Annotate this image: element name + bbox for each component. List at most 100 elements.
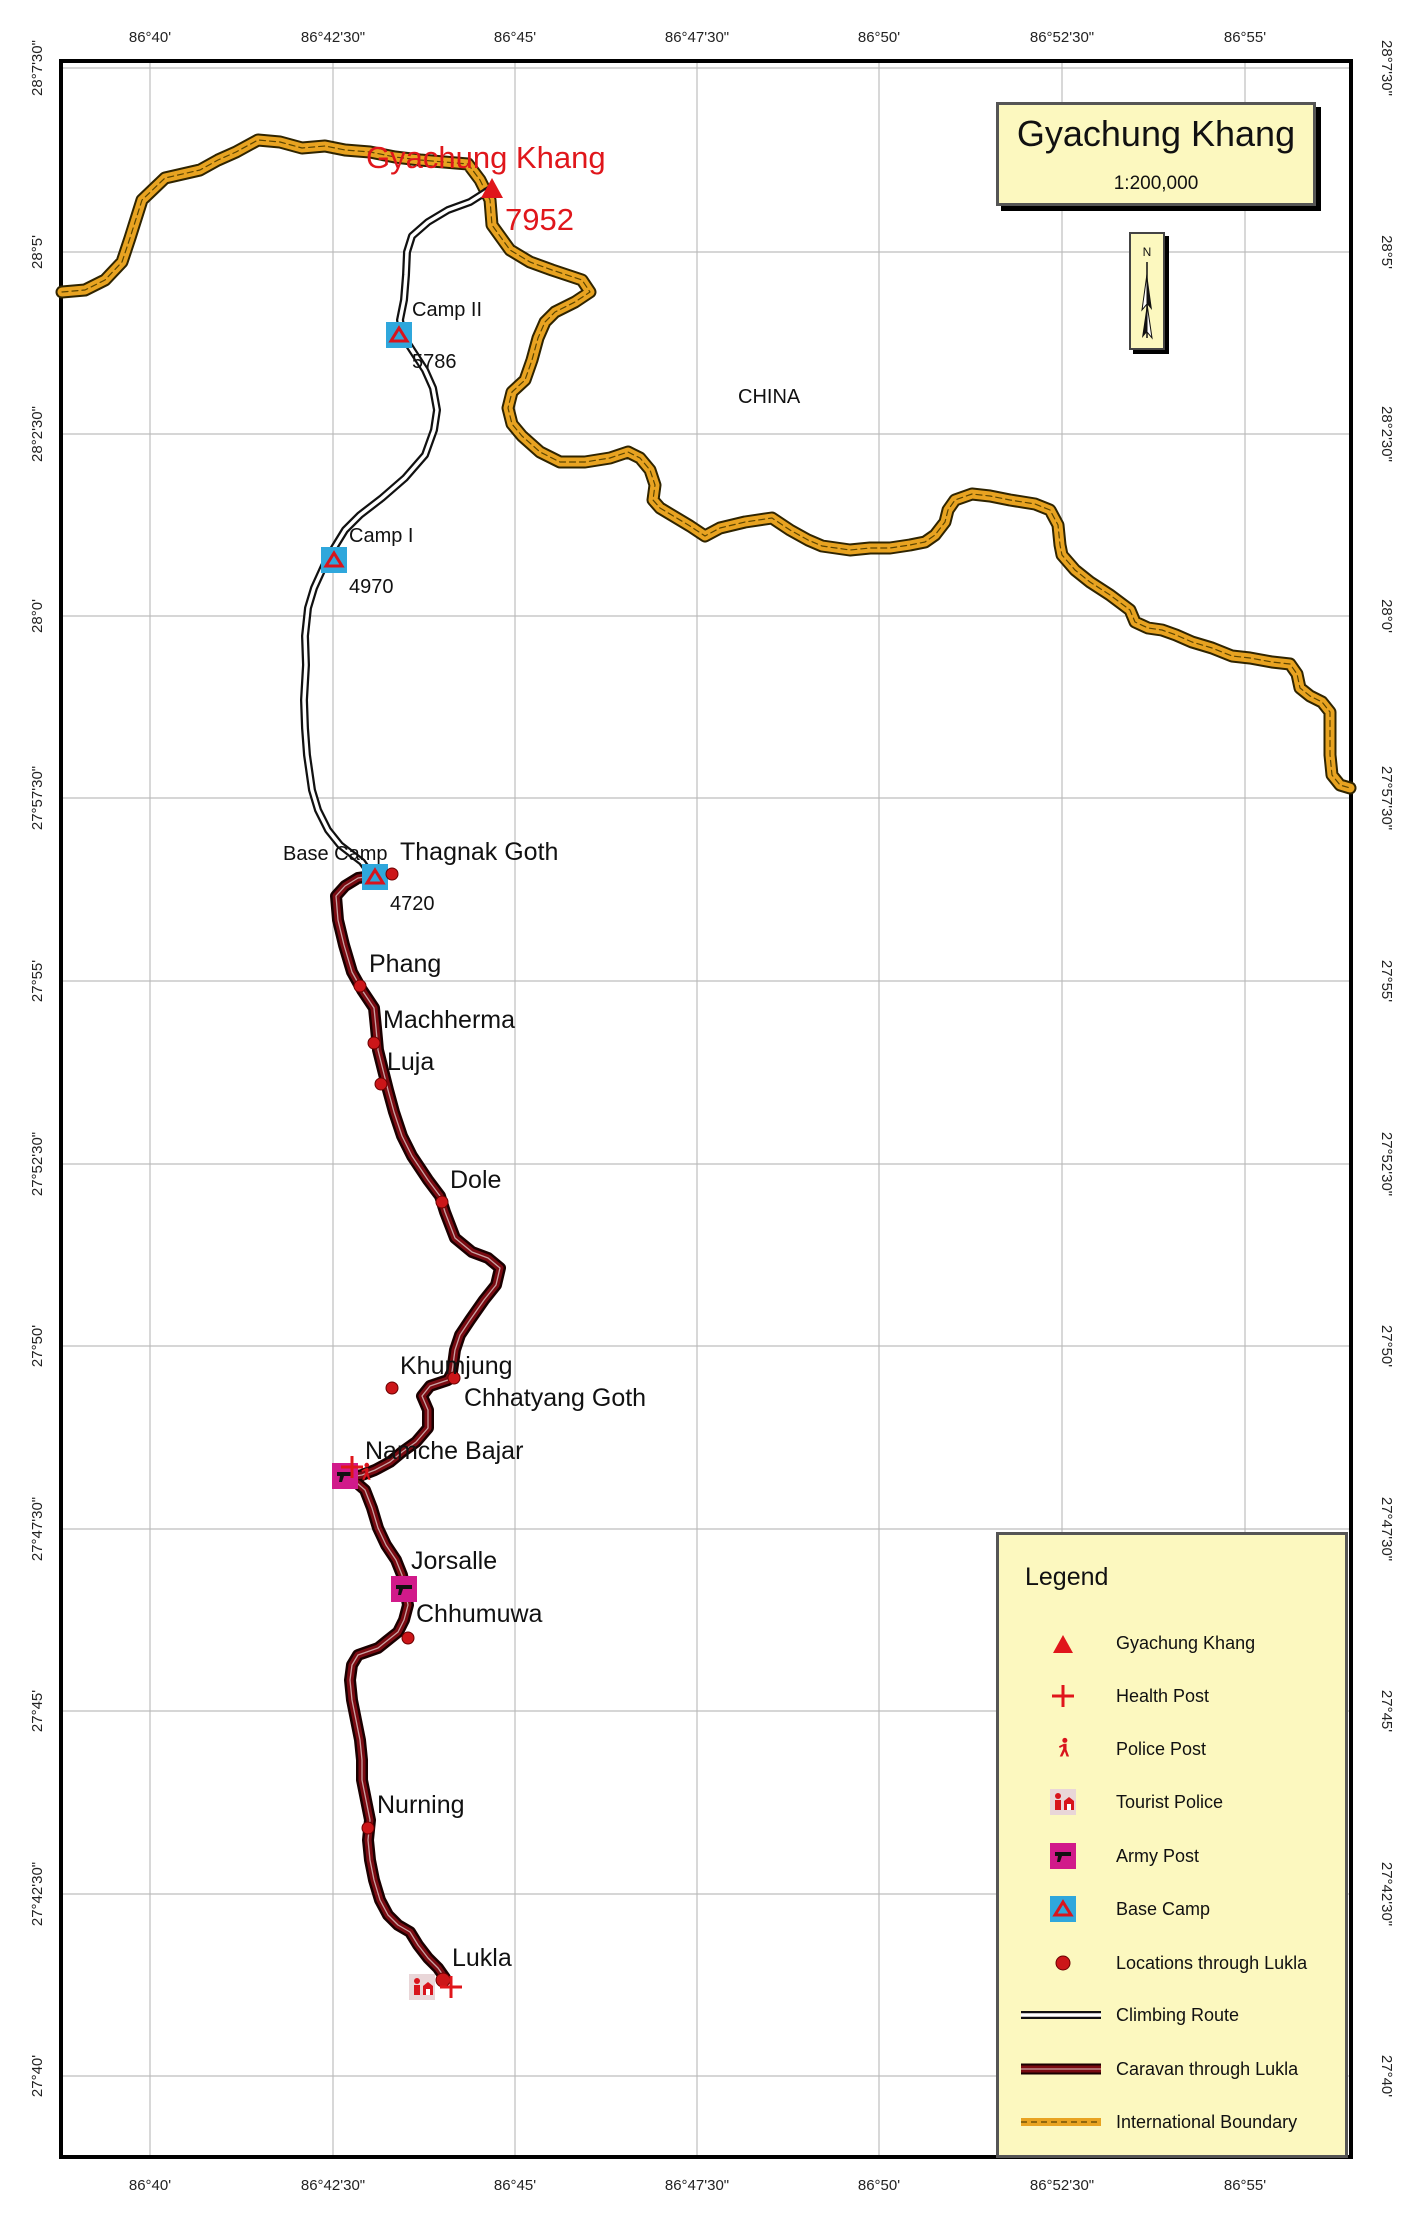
lon-label: 86°50'	[858, 29, 900, 46]
camp-tent-icon	[321, 547, 347, 573]
lat-label: 28°2'30"	[29, 406, 46, 462]
lat-label: 28°2'30"	[1378, 406, 1395, 462]
legend-item: Army Post	[999, 1836, 1349, 1876]
location-label: Phang	[369, 950, 441, 978]
lon-label: 86°47'30"	[665, 29, 729, 46]
red-dot-icon	[367, 1036, 381, 1050]
latitude-labels-right: 28°7'30" 28°5' 28°2'30" 28°0' 27°57'30" …	[1378, 40, 1395, 2097]
lon-label: 86°40'	[129, 29, 171, 46]
north-arrow-panel: N	[1129, 232, 1165, 350]
base-camp-marker: Base Camp 4720	[283, 843, 435, 915]
legend-label: Health Post	[1116, 1686, 1210, 1706]
lat-label: 27°57'30"	[1378, 766, 1395, 830]
lat-label: 28°7'30"	[29, 40, 46, 96]
location-label: Lukla	[452, 1944, 512, 1972]
location-label: Chhumuwa	[416, 1600, 543, 1628]
red-cross-icon	[341, 1456, 363, 1478]
lat-label: 27°55'	[1378, 960, 1395, 1002]
lat-label: 27°57'30"	[29, 766, 46, 830]
lat-label: 28°5'	[29, 235, 46, 269]
camp-label: Camp I	[349, 525, 413, 547]
lat-label: 27°42'30"	[1378, 1862, 1395, 1926]
lon-label: 86°50'	[858, 2177, 900, 2194]
legend-label: Base Camp	[1116, 1899, 1211, 1919]
longitude-labels-bottom: 86°40' 86°42'30" 86°45' 86°47'30" 86°50'…	[129, 2177, 1266, 2194]
camp-ii-marker: Camp II 5786	[386, 299, 482, 373]
red-cross-icon	[440, 1976, 462, 1998]
climbing-route	[300, 184, 496, 880]
lon-label: 86°42'30"	[301, 2177, 365, 2194]
lon-label: 86°45'	[494, 2177, 536, 2194]
map-title: Gyachung Khang	[1016, 113, 1296, 154]
legend-item: Gyachung Khang	[999, 1623, 1349, 1663]
tourist-police-icon	[409, 1974, 435, 2000]
peak-name-label: Gyachung Khang	[366, 140, 606, 175]
red-dot-icon	[385, 1381, 399, 1395]
peak-elevation-label: 7952	[505, 202, 574, 237]
location-label: Namche Bajar	[365, 1437, 523, 1465]
location-label: Nurning	[377, 1791, 465, 1819]
police-figure-icon	[1058, 1737, 1070, 1757]
red-dot-icon	[1055, 1955, 1071, 1971]
boundary-line-icon	[1021, 2118, 1101, 2126]
camp-label: Camp II	[412, 299, 482, 321]
lon-label: 86°42'30"	[301, 29, 365, 46]
camp-i-marker: Camp I 4970	[321, 525, 413, 598]
camp-tent-icon	[386, 322, 412, 348]
lon-label: 86°52'30"	[1030, 29, 1094, 46]
location-label: Machherma	[383, 1006, 515, 1034]
legend-item: Health Post	[999, 1676, 1349, 1716]
legend-item: Police Post	[999, 1729, 1349, 1769]
lat-label: 27°50'	[29, 1325, 46, 1367]
legend-item: Tourist Police	[999, 1782, 1349, 1822]
lat-label: 27°52'30"	[29, 1132, 46, 1196]
lon-label: 86°40'	[129, 2177, 171, 2194]
red-dot-icon	[385, 867, 399, 881]
camp-elevation-label: 4720	[390, 893, 435, 915]
red-dot-icon	[353, 979, 367, 993]
lat-label: 27°40'	[1378, 2055, 1395, 2097]
lat-label: 28°7'30"	[1378, 40, 1395, 96]
location-labels: Thagnak Goth Phang Machherma Luja Dole K…	[365, 838, 646, 1972]
lat-label: 27°55'	[29, 960, 46, 1002]
locations	[353, 867, 461, 1988]
red-dot-icon	[361, 1821, 375, 1835]
map-frame	[59, 59, 1353, 2159]
title-panel: Gyachung Khang 1:200,000	[996, 102, 1316, 206]
legend-panel: Legend Gyachung Khang Health Post Police…	[996, 1532, 1348, 2158]
red-triangle-icon	[481, 178, 503, 198]
red-dot-icon	[374, 1077, 388, 1091]
legend-label: Caravan through Lukla	[1116, 2059, 1299, 2079]
red-cross-icon	[1052, 1685, 1074, 1707]
army-gun-icon	[1050, 1843, 1076, 1869]
location-label: Chhatyang Goth	[464, 1384, 646, 1412]
lat-label: 28°0'	[1378, 599, 1395, 633]
caravan-route-line-icon	[1021, 2063, 1101, 2075]
legend-label: Locations through Lukla	[1116, 1953, 1308, 1973]
lon-label: 86°55'	[1224, 29, 1266, 46]
legend-label: Army Post	[1116, 1846, 1200, 1866]
camp-tent-icon	[362, 864, 388, 890]
country-label: CHINA	[738, 386, 801, 408]
map-scale: 1:200,000	[1113, 173, 1199, 194]
legend-title: Legend	[1025, 1563, 1109, 1591]
legend-item: Base Camp	[999, 1889, 1349, 1929]
camp-tent-icon	[1050, 1896, 1076, 1922]
camp-label: Base Camp	[283, 843, 388, 865]
caravan-route	[330, 870, 506, 1984]
international-boundary	[55, 133, 1357, 795]
red-dot-icon	[435, 1972, 451, 1988]
lat-label: 27°47'30"	[29, 1497, 46, 1561]
lat-label: 27°40'	[29, 2055, 46, 2097]
legend-label: Climbing Route	[1116, 2005, 1240, 2025]
legend-label: Gyachung Khang	[1116, 1633, 1256, 1653]
lat-label: 27°50'	[1378, 1325, 1395, 1367]
lat-label: 27°45'	[1378, 1690, 1395, 1732]
lon-label: 86°47'30"	[665, 2177, 729, 2194]
facility-symbols	[332, 1456, 462, 2000]
lat-label: 27°47'30"	[1378, 1497, 1395, 1561]
location-label: Khumjung	[400, 1352, 513, 1380]
lon-label: 86°45'	[494, 29, 536, 46]
red-triangle-icon	[1053, 1635, 1073, 1653]
